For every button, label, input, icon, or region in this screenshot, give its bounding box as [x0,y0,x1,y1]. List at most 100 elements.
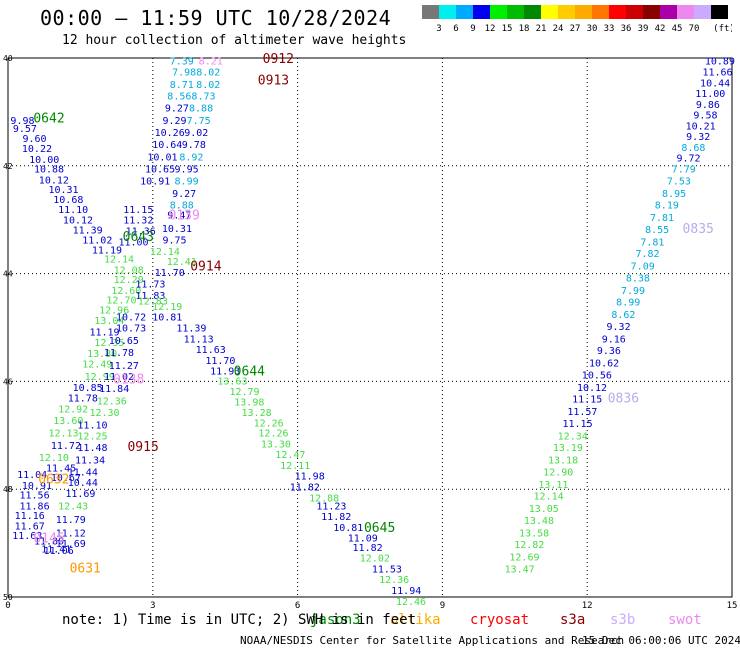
colorbar-swatch [490,5,507,19]
wave-height-value: 11.93 [210,367,240,378]
wave-height-value: 10.91 [22,481,52,492]
wave-height-value: 11.66 [702,67,732,78]
wave-height-value: 11.78 [68,394,98,405]
wave-height-value: 11.63 [196,345,226,356]
wave-height-value: 12.36 [379,575,409,586]
wave-height-value: 12.14 [104,255,134,266]
wave-height-value: 13.48 [524,516,554,527]
colorbar-unit: (ft) [713,24,732,34]
wave-height-value: 9.72 [677,154,701,165]
wave-height-value: 8.38 [626,273,650,284]
wave-height-value: 11.00 [695,89,725,100]
wave-height-value: 10.73 [116,324,146,335]
wave-height-value: 12.92 [58,404,88,415]
colorbar-swatch [439,5,456,19]
colorbar-label: 6 [453,24,458,34]
colorbar-swatch [626,5,643,19]
wave-height-value: 8.92 [179,153,203,164]
pass-time-label: 0631 [70,561,101,576]
wave-height-value: 11.36 [126,226,156,237]
wave-height-value: 9.78 [182,140,206,151]
wave-height-value: 12.60 [111,286,141,297]
mission-label-cryosat: cryosat [470,612,530,628]
y-tick-label: 46 [3,377,13,386]
colorbar-swatch [609,5,626,19]
wave-height-value: 11.69 [56,539,86,550]
wave-height-value: 8.88 [170,201,194,212]
wave-height-value: 13.30 [261,439,291,450]
wave-height-value: 11.09 [348,534,378,545]
wave-height-value: 8.56 [167,92,191,103]
x-tick-label: 9 [440,601,445,611]
wave-height-value: 9.47 [167,210,191,221]
wave-height-value: 10.56 [582,370,612,381]
colorbar-label: 30 [587,24,598,34]
wave-height-value: 7.82 [635,249,659,260]
wave-height-value: 12.10 [39,453,69,464]
wave-height-value: 11.45 [46,464,76,475]
wave-height-value: 8.73 [191,92,215,103]
wave-height-value: 9.58 [693,111,717,122]
y-tick-label: 48 [3,485,13,494]
wave-height-value: 11.82 [321,512,351,523]
wave-height-value: 10.89 [705,57,735,68]
mission-label-s3b: s3b [610,612,636,628]
wave-height-value: 11.82 [290,483,320,494]
wave-height-value: 11.69 [65,489,95,500]
wave-height-value: 11.79 [56,515,86,526]
wave-height-value: 10.64 [152,140,182,151]
colorbar-swatch [711,5,728,19]
colorbar-label: 39 [638,24,649,34]
wave-height-value: 11.34 [75,456,105,467]
wave-height-value: 12.26 [258,429,288,440]
colorbar-swatch [575,5,592,19]
wave-height-value: 7.53 [667,176,691,187]
plot-frame [7,57,733,598]
wave-height-value: 12.26 [254,418,284,429]
pass-time-label: 0632 [38,472,69,487]
wave-height-value: 11.48 [77,443,107,454]
colorbar-label: 18 [519,24,530,34]
wave-height-value: 11.73 [135,279,165,290]
wave-height-value: 12.36 [97,396,127,407]
wave-height-value: 10.72 [116,313,146,324]
colorbar-swatch [507,5,524,19]
wave-height-value: 11.15 [123,205,153,216]
wave-height-value: 12.34 [558,431,588,442]
wave-height-value: 12.83 [138,297,168,308]
colorbar-swatch [422,5,439,19]
colorbar-swatch [694,5,711,19]
pass-time-label: 0836 [608,392,639,407]
wave-height-value: 10.22 [22,144,52,155]
colorbar-swatch [677,5,694,19]
colorbar-label: 9 [470,24,475,34]
wave-height-value: 11.94 [391,586,421,597]
footer-credit: NOAA/NESDIS Center for Satellite Applica… [240,634,625,647]
wave-height-value: 9.60 [22,134,46,145]
colorbar-swatch [541,5,558,19]
chart-subtitle: 12 hour collection of altimeter wave hei… [62,33,407,48]
wave-height-value: 11.12 [56,528,86,539]
wave-height-value: 13.58 [519,528,549,539]
wave-height-value: 10.91 [140,176,170,187]
wave-height-value: 8.99 [175,176,199,187]
wave-height-value: 12.19 [152,302,182,313]
wave-height-value: 11.80 [34,536,64,547]
wave-height-value: 9.29 [162,116,186,127]
wave-height-value: 11.86 [19,501,49,512]
wave-height-value: 8.02 [196,80,220,91]
colorbar-swatch [473,5,490,19]
wave-height-value: 9.16 [602,334,626,345]
wave-height-value: 13.60 [53,416,83,427]
wave-height-value: 12.99 [85,372,115,383]
wave-height-value: 13.19 [553,443,583,454]
wave-height-value: 8.68 [681,143,705,154]
pass-time-label: 0913 [258,74,289,89]
wave-height-value: 8.62 [611,310,635,321]
mission-label-altika: altika [390,612,441,628]
pass-time-label: 0915 [127,440,158,455]
wave-height-value: 11.83 [135,291,165,302]
wave-height-value: 11.32 [123,216,153,227]
colorbar-swatch [660,5,677,19]
